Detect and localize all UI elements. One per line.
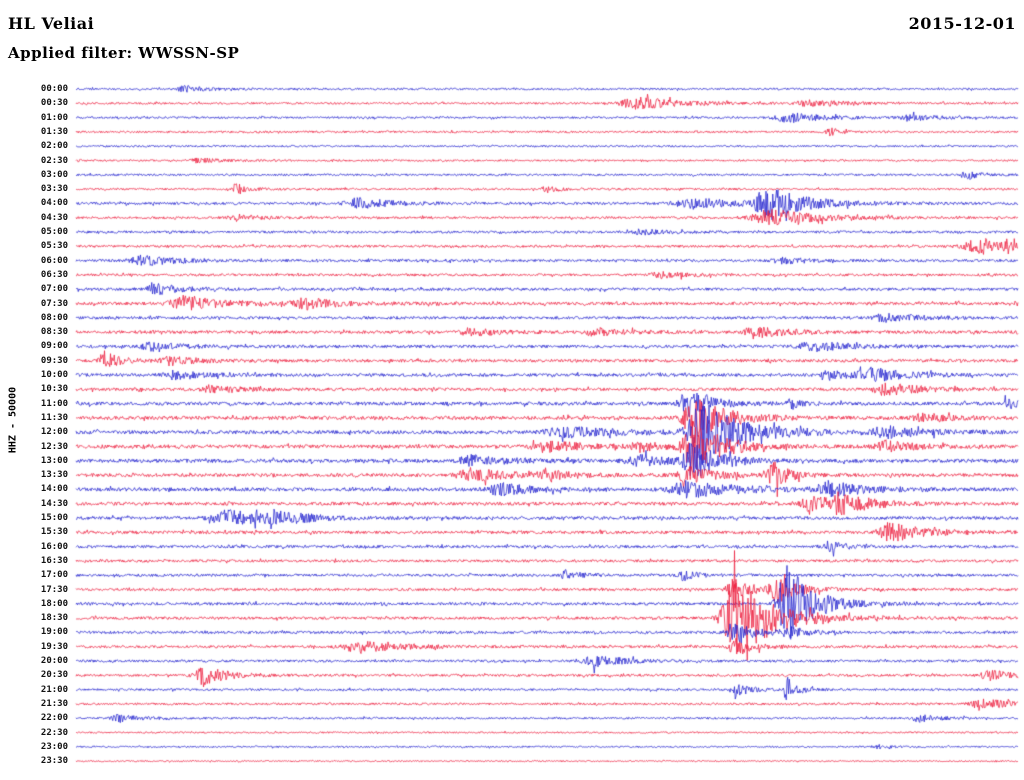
time-label: 09:00 [40,341,68,352]
time-label: 04:30 [40,212,68,223]
time-label: 09:30 [40,355,68,366]
time-label: 17:00 [40,570,68,581]
time-label: 20:30 [40,670,68,681]
time-label: 06:00 [40,255,68,266]
time-label: 20:00 [40,656,68,666]
time-label: 14:00 [40,484,68,495]
time-label: 23:30 [40,756,68,767]
time-label: 10:00 [40,370,68,380]
time-label: 08:00 [40,312,68,323]
time-label: 13:30 [40,470,68,481]
time-label: 14:30 [40,498,68,509]
time-label: 15:00 [40,513,68,523]
time-label: 21:00 [40,684,68,695]
time-label: 02:30 [40,155,68,166]
time-label: 12:30 [40,441,68,452]
time-label: 00:00 [40,84,68,94]
time-label: 22:00 [40,713,68,724]
time-label: 10:30 [40,384,68,395]
time-label: 01:00 [40,112,68,123]
time-label: 00:30 [40,98,68,109]
time-label: 08:30 [40,327,68,338]
time-label: 01:30 [40,126,68,137]
time-label: 13:00 [40,455,68,466]
time-label: 19:00 [40,627,68,638]
time-label: 16:30 [40,555,68,566]
time-label: 07:00 [40,284,68,295]
time-label: 07:30 [40,298,68,309]
time-label: 12:00 [40,427,68,438]
time-label: 05:00 [40,227,68,237]
time-label: 18:00 [40,598,68,609]
time-label: 21:30 [40,698,68,709]
time-axis: 00:00 00:30 01:00 01:30 02:00 02:30 03:00 03:30… [0,0,72,780]
time-label: 06:30 [40,269,68,280]
time-label: 23:00 [40,741,68,752]
time-label: 04:00 [40,198,68,209]
date-label: 2015-12-01 [908,14,1016,33]
time-label: 17:30 [40,584,68,595]
time-label: 03:00 [40,169,68,180]
time-label: 19:30 [40,641,68,652]
time-label: 05:30 [40,241,68,252]
time-label: 18:30 [40,613,68,624]
time-label: 11:30 [40,412,68,423]
time-label: 02:00 [40,141,68,152]
time-label: 03:30 [40,184,68,195]
time-label: 11:00 [40,398,68,409]
time-label: 22:30 [40,727,68,738]
time-label: 16:00 [40,541,68,552]
time-label: 15:30 [40,527,68,538]
